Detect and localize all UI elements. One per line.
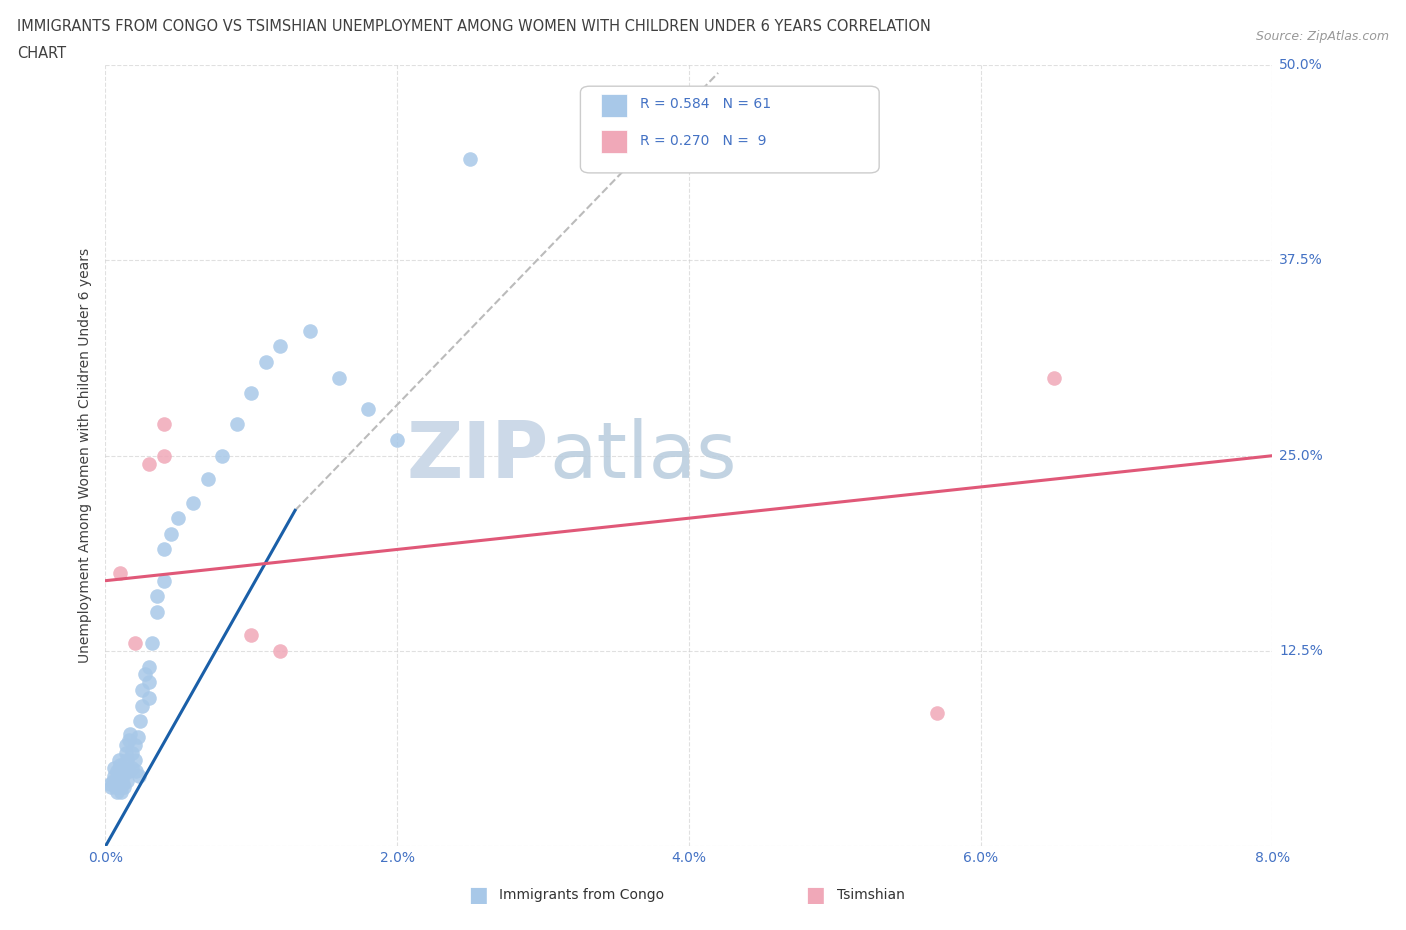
Point xyxy=(240,628,263,643)
Point xyxy=(107,753,129,768)
Point xyxy=(108,764,131,778)
Point xyxy=(138,659,160,674)
Text: ■: ■ xyxy=(468,884,488,905)
Point xyxy=(117,753,139,768)
Point xyxy=(298,324,321,339)
Point xyxy=(105,764,128,778)
Point xyxy=(103,761,125,776)
FancyBboxPatch shape xyxy=(581,86,879,173)
Text: 25.0%: 25.0% xyxy=(1279,448,1323,463)
Point xyxy=(197,472,219,486)
Point xyxy=(145,604,167,619)
Point xyxy=(153,448,174,463)
Point xyxy=(357,402,380,417)
Point xyxy=(121,761,143,776)
Point xyxy=(111,768,134,783)
Point xyxy=(141,636,163,651)
Point xyxy=(108,758,131,773)
Point xyxy=(124,737,146,752)
Point xyxy=(167,511,190,525)
Point xyxy=(181,495,204,510)
Point xyxy=(124,636,146,651)
Point xyxy=(101,773,124,788)
Point xyxy=(118,764,141,778)
Point xyxy=(117,773,139,788)
Point xyxy=(131,683,153,698)
Point xyxy=(127,729,149,744)
Point xyxy=(211,448,233,463)
Point xyxy=(225,417,247,432)
Bar xyxy=(602,94,627,117)
Point xyxy=(108,565,131,580)
Text: atlas: atlas xyxy=(548,418,737,494)
Text: Immigrants from Congo: Immigrants from Congo xyxy=(499,887,664,902)
Point xyxy=(108,779,131,794)
Point xyxy=(100,779,122,794)
Text: 37.5%: 37.5% xyxy=(1279,253,1323,268)
Point xyxy=(458,152,481,166)
Text: Tsimshian: Tsimshian xyxy=(837,887,904,902)
Point xyxy=(254,354,277,369)
Point xyxy=(115,737,138,752)
Point xyxy=(104,779,127,794)
Point xyxy=(120,726,142,741)
Point xyxy=(160,526,183,541)
Point xyxy=(145,589,167,604)
Text: R = 0.584   N = 61: R = 0.584 N = 61 xyxy=(640,97,770,112)
Point xyxy=(138,690,160,705)
Point xyxy=(105,784,128,799)
Point xyxy=(925,706,948,721)
Point xyxy=(104,773,127,788)
Point xyxy=(108,773,131,788)
Text: R = 0.270   N =  9: R = 0.270 N = 9 xyxy=(640,134,766,148)
Point xyxy=(111,777,134,791)
Point xyxy=(138,456,160,471)
Text: Source: ZipAtlas.com: Source: ZipAtlas.com xyxy=(1256,30,1389,43)
Point xyxy=(118,733,141,748)
Point xyxy=(103,768,125,783)
Text: ZIP: ZIP xyxy=(406,418,548,494)
Text: IMMIGRANTS FROM CONGO VS TSIMSHIAN UNEMPLOYMENT AMONG WOMEN WITH CHILDREN UNDER : IMMIGRANTS FROM CONGO VS TSIMSHIAN UNEMP… xyxy=(17,19,931,33)
Point xyxy=(107,777,129,791)
Point xyxy=(98,777,121,791)
Point xyxy=(112,779,135,794)
Point xyxy=(131,698,153,713)
Text: ■: ■ xyxy=(806,884,825,905)
Point xyxy=(269,339,292,353)
Text: 12.5%: 12.5% xyxy=(1279,644,1323,658)
Point xyxy=(110,784,132,799)
Point xyxy=(269,644,292,658)
Point xyxy=(124,753,146,768)
Point xyxy=(115,745,138,760)
Point xyxy=(240,386,263,401)
Point xyxy=(328,370,350,385)
Point xyxy=(125,764,148,778)
Point xyxy=(129,714,152,729)
Point xyxy=(1042,370,1064,385)
Point xyxy=(153,417,174,432)
Point xyxy=(153,542,174,557)
Text: 50.0%: 50.0% xyxy=(1279,58,1323,73)
Text: CHART: CHART xyxy=(17,46,66,61)
Point xyxy=(385,432,408,447)
Point xyxy=(110,761,132,776)
Bar xyxy=(602,130,627,153)
Point xyxy=(138,675,160,690)
Point xyxy=(121,745,143,760)
Point xyxy=(153,573,174,588)
Point xyxy=(112,758,135,773)
Y-axis label: Unemployment Among Women with Children Under 6 years: Unemployment Among Women with Children U… xyxy=(79,248,93,663)
Point xyxy=(134,667,156,682)
Point xyxy=(128,768,150,783)
